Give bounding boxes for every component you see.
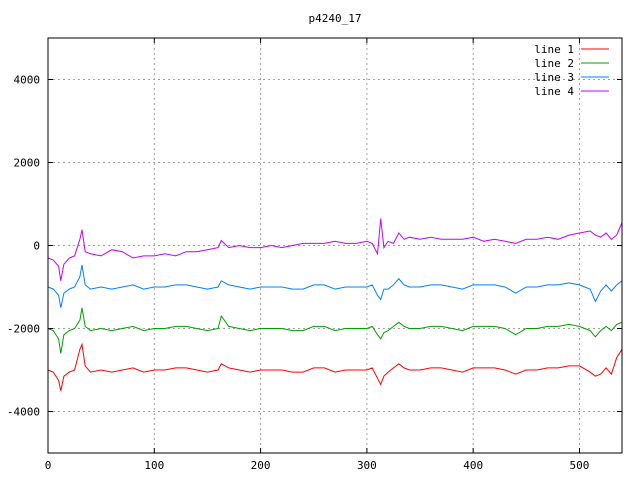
- series-line-4: [47, 218, 623, 281]
- x-tick-label: 500: [570, 459, 590, 472]
- series-line-2: [47, 307, 623, 354]
- y-tick-label: 2000: [14, 157, 41, 170]
- legend-label-3: line 3: [534, 71, 574, 84]
- series-lines: [47, 218, 623, 391]
- legend-label-4: line 4: [534, 85, 574, 98]
- gridlines: [48, 38, 622, 453]
- y-tick-label: -2000: [7, 323, 40, 336]
- axis-ticks: 0 100 200 300 400 500 -4000 -2000 0 2000 4000: [7, 38, 622, 472]
- y-tick-label: -4000: [7, 406, 40, 419]
- series-line-1: [47, 342, 623, 391]
- y-tick-label: 4000: [14, 74, 41, 87]
- legend-label-1: line 1: [534, 43, 574, 56]
- y-tick-label: 0: [33, 240, 40, 253]
- x-tick-label: 0: [45, 459, 52, 472]
- x-tick-label: 400: [463, 459, 483, 472]
- x-tick-label: 300: [357, 459, 377, 472]
- series-line-3: [47, 264, 623, 308]
- chart-title: p4240_17: [309, 12, 362, 25]
- x-tick-label: 200: [251, 459, 271, 472]
- x-tick-label: 100: [144, 459, 164, 472]
- legend-label-2: line 2: [534, 57, 574, 70]
